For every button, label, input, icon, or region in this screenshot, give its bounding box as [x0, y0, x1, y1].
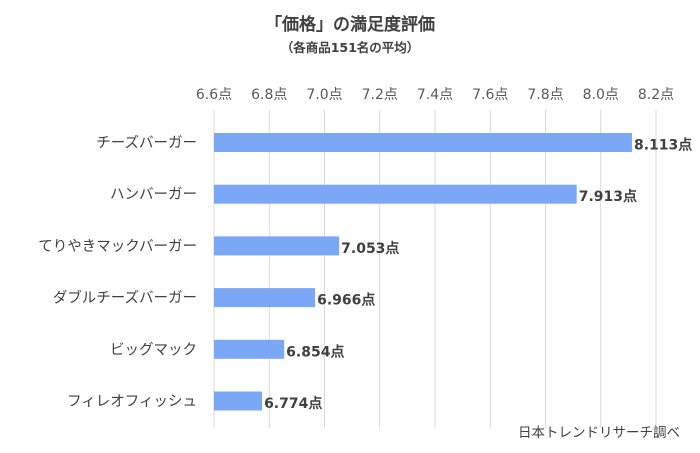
bar: [214, 391, 263, 411]
x-tick-label: 8.0点: [583, 87, 619, 103]
category-label: チーズバーガー: [96, 135, 197, 152]
x-axis-tick-labels: 6.6点 6.8点 7.0点 7.2点 7.4点 7.6点 7.8点 8.0点 8.2点: [196, 87, 674, 103]
bar: [214, 184, 577, 204]
data-label: 6.966点: [317, 292, 375, 309]
category-label: ダブルチーズバーガー: [53, 289, 197, 307]
source-note: 日本トレンドリサーチ調べ: [518, 425, 680, 441]
category-labels: チーズバーガーハンバーガーてりやきマックバーガーダブルチーズバーガービッグマック…: [38, 135, 197, 411]
chart-title: 「価格」の満足度評価: [265, 14, 435, 35]
data-labels: 8.113点 7.913点 7.053点 6.966点 6.854点 6.774点: [264, 137, 692, 413]
gridlines: [213, 110, 657, 428]
data-label: 7.053点: [341, 240, 399, 257]
chart-subtitle: （各商品151名の平均）: [281, 40, 420, 55]
data-label: 7.913点: [579, 188, 637, 205]
category-label: ハンバーガー: [110, 186, 197, 203]
bar: [214, 236, 340, 256]
bars: [214, 133, 632, 411]
x-tick-label: 7.0点: [306, 87, 342, 103]
bar: [214, 133, 632, 152]
x-tick-label: 7.2点: [362, 87, 398, 103]
data-label: 6.774点: [264, 395, 322, 412]
data-label: 6.854点: [286, 343, 344, 360]
bar: [214, 339, 285, 359]
category-label: てりやきマックバーガー: [38, 238, 197, 255]
x-tick-label: 7.4点: [417, 87, 453, 103]
x-tick-label: 7.8点: [527, 87, 563, 103]
x-tick-label: 7.6点: [472, 87, 508, 103]
x-tick-label: 6.6点: [196, 87, 232, 103]
category-label: ビッグマック: [110, 341, 197, 358]
x-tick-label: 6.8点: [251, 87, 287, 103]
x-tick-label: 8.2点: [638, 87, 674, 103]
data-label: 8.113点: [634, 137, 692, 154]
bar: [214, 288, 316, 308]
category-label: フィレオフィッシュ: [67, 394, 197, 410]
